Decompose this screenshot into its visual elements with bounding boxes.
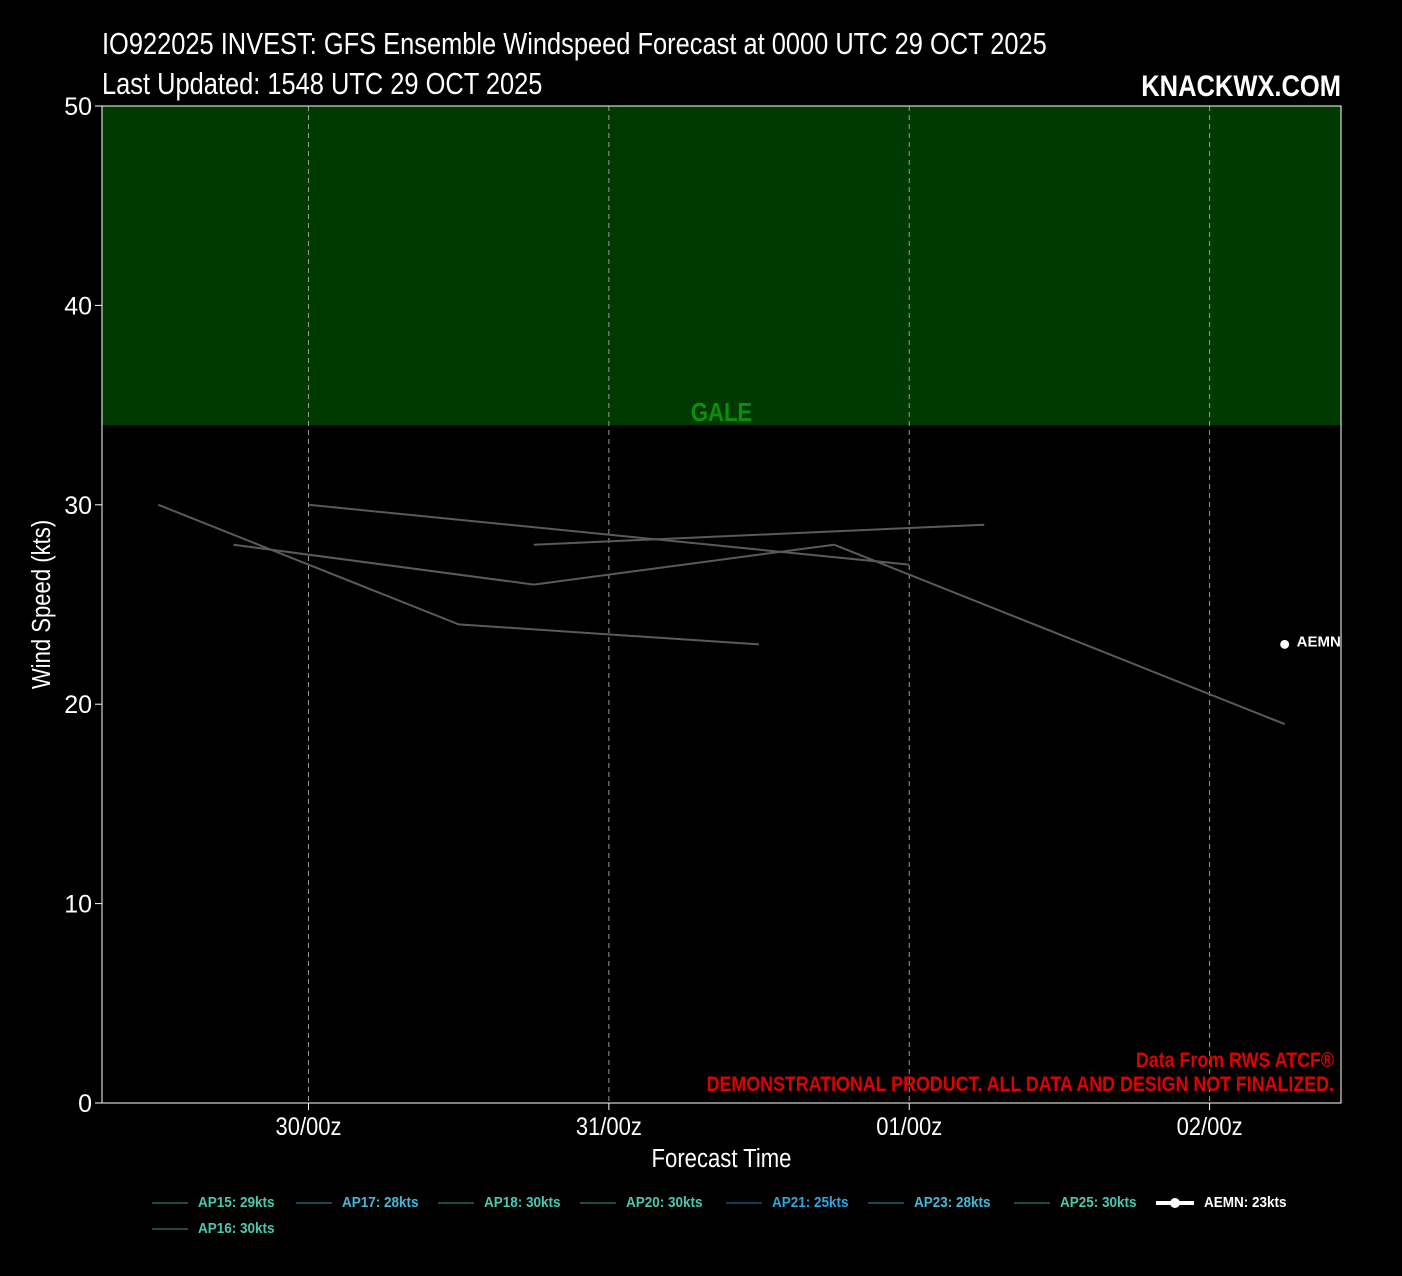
series-line-ap18 (157, 503, 760, 646)
y-tick-label: 20 (64, 691, 92, 719)
legend-item: AP18: 30kts (438, 1194, 569, 1211)
legend-label: AP20: 30kts (626, 1194, 703, 1211)
y-tick-label: 0 (78, 1090, 92, 1118)
legend-swatch (726, 1201, 762, 1204)
legend-item: AP20: 30kts (580, 1194, 711, 1211)
series-line-ap17 (233, 543, 835, 586)
disclaimer-annotation: DEMONSTRATIONAL PRODUCT. ALL DATA AND DE… (707, 1073, 1334, 1097)
gale-label: GALE (691, 398, 752, 427)
legend-item: AP23: 28kts (868, 1194, 999, 1211)
y-axis-label: Wind Speed (kts) (27, 520, 56, 689)
legend-swatch (152, 1227, 188, 1230)
legend-label: AP15: 29kts (198, 1194, 275, 1211)
legend-swatch (1014, 1201, 1050, 1204)
legend-item: AP25: 30kts (1014, 1194, 1145, 1211)
legend-swatch (580, 1201, 616, 1204)
x-axis-label: Forecast Time (652, 1144, 792, 1173)
y-tick-label: 10 (64, 891, 92, 919)
legend-label: AEMN: 23kts (1204, 1194, 1287, 1211)
legend-label: AP18: 30kts (484, 1194, 561, 1211)
brand-label: KNACKWX.COM (1141, 70, 1341, 103)
series-line-ap20 (833, 543, 1286, 726)
series-line-ap16 (308, 503, 910, 566)
chart-title: IO922025 INVEST: GFS Ensemble Windspeed … (102, 26, 1047, 61)
legend-swatch (438, 1201, 474, 1204)
y-tick-label: 30 (64, 492, 92, 520)
legend-item: AP16: 30kts (152, 1220, 283, 1237)
legend-label: AP21: 25kts (772, 1194, 849, 1211)
legend-label: AP23: 28kts (914, 1194, 991, 1211)
series-label-aemn: AEMN (1297, 633, 1341, 650)
legend-swatch (152, 1201, 188, 1204)
x-tick-label: 01/00z (876, 1113, 942, 1141)
legend-label: AP16: 30kts (198, 1220, 275, 1237)
legend-swatch (296, 1201, 332, 1204)
series-line-ap15 (533, 523, 985, 546)
y-tick-label: 40 (64, 292, 92, 320)
legend-item: AP21: 25kts (726, 1194, 857, 1211)
legend-item: AP15: 29kts (152, 1194, 283, 1211)
legend-swatch (868, 1201, 904, 1204)
source-annotation: Data From RWS ATCF® (1136, 1049, 1335, 1073)
gale-band (102, 106, 1341, 426)
series-point-aemn (1280, 639, 1290, 649)
legend-label: AP25: 30kts (1060, 1194, 1137, 1211)
legend-swatch (1156, 1197, 1194, 1208)
x-tick-label: 31/00z (576, 1113, 642, 1141)
legend-label: AP17: 28kts (342, 1194, 419, 1211)
chart-subtitle: Last Updated: 1548 UTC 29 OCT 2025 (102, 66, 543, 101)
legend-item: AEMN: 23kts (1156, 1194, 1296, 1211)
plot-frame (101, 105, 1342, 1104)
y-tick-label: 50 (64, 93, 92, 121)
x-tick-label: 30/00z (275, 1113, 341, 1141)
x-tick-label: 02/00z (1177, 1113, 1243, 1141)
legend-item: AP17: 28kts (296, 1194, 427, 1211)
